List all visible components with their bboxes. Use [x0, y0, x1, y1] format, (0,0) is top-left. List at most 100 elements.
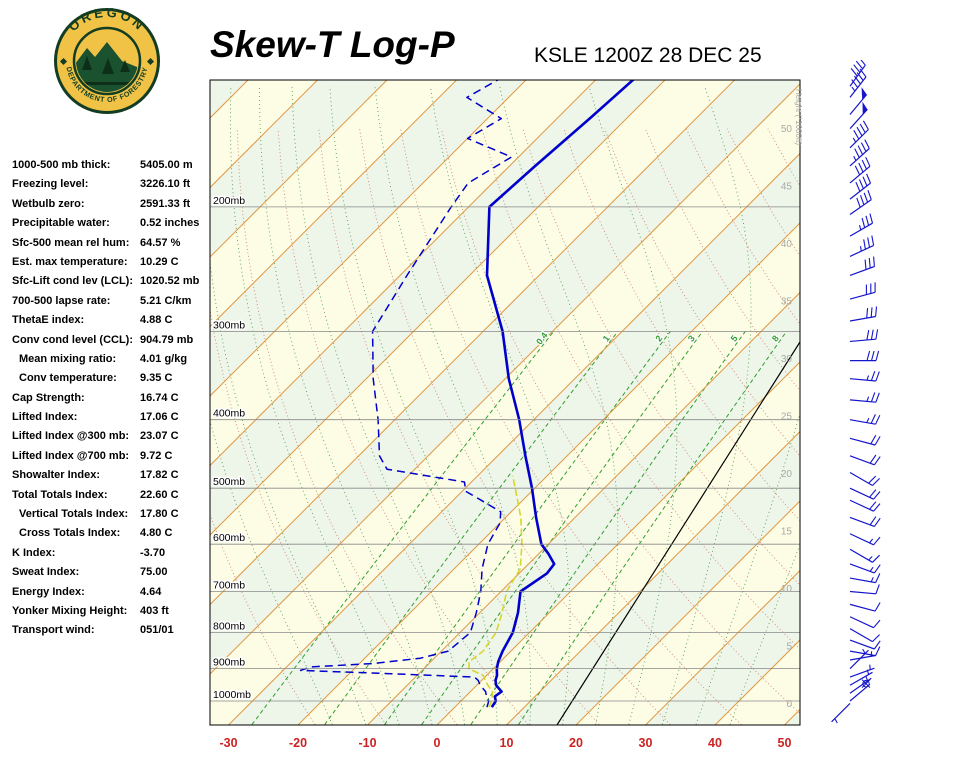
svg-text:35: 35 [781, 297, 793, 308]
svg-text:-20: -20 [289, 736, 307, 750]
stat-value: 2591.33 ft [140, 197, 191, 210]
svg-text:800mb: 800mb [213, 620, 245, 632]
stat-row: 1000-500 mb thick: 5405.00 m [12, 157, 212, 176]
stat-label: Lifted Index: [12, 411, 78, 424]
stat-row: Precipitable water: 0.52 inches [12, 215, 212, 234]
stat-row: Freezing level: 3226.10 ft [12, 176, 212, 195]
svg-text:700mb: 700mb [213, 580, 245, 592]
stat-label: Conv temperature: [19, 372, 117, 385]
stat-value: 17.80 C [140, 508, 179, 521]
svg-text:500mb: 500mb [213, 476, 245, 488]
stat-value: 4.88 C [140, 314, 173, 327]
plot-area [210, 80, 800, 725]
height-axis-title: Height (*1000ft) [794, 89, 803, 145]
stat-value: -3.70 [140, 546, 166, 559]
stat-value: 5405.00 m [140, 159, 193, 171]
odf-logo: OREGON DEPARTMENT OF FORESTRY [54, 6, 160, 114]
stat-label: Wetbulb zero: [12, 197, 85, 210]
stat-value: 403 ft [140, 604, 169, 617]
mixing-ratio-lines [251, 331, 787, 725]
stat-label: Freezing level: [12, 178, 89, 191]
stat-label: Total Totals Index: [12, 488, 108, 501]
svg-text:20: 20 [569, 736, 583, 750]
stat-row: Vertical Totals Index: 17.80 C [12, 506, 212, 525]
stat-value: 4.64 [140, 585, 162, 598]
stat-label: Sweat Index: [12, 566, 80, 579]
stat-label: 700-500 lapse rate: [12, 294, 111, 307]
stat-label: Sfc-Lift cond lev (LCL): [12, 275, 133, 288]
svg-text:5: 5 [786, 642, 792, 653]
wind-barbs [831, 60, 881, 724]
stat-row: K Index: -3.70 [12, 545, 212, 564]
temperature-trace [485, 80, 635, 708]
temperature-bands [210, 80, 800, 725]
stat-value: 10.29 C [140, 255, 179, 268]
stat-value: 051/01 [140, 624, 174, 637]
stat-value: 1020.52 mb [140, 275, 200, 288]
stat-label: Lifted Index @300 mb: [12, 430, 130, 443]
stat-value: 75.00 [140, 566, 168, 579]
svg-text:200mb: 200mb [213, 195, 245, 207]
stat-row: Lifted Index @700 mb: 9.72 C [12, 448, 212, 467]
svg-text:0: 0 [786, 699, 792, 710]
chart-frame [209, 79, 801, 726]
svg-text:10: 10 [500, 736, 514, 750]
svg-text:-10: -10 [358, 736, 376, 750]
stat-value: 904.79 mb [140, 333, 194, 346]
stat-row: Conv cond level (CCL): 904.79 mb [12, 332, 212, 351]
stat-label: Lifted Index @700 mb: [12, 449, 130, 462]
svg-text:20: 20 [781, 469, 793, 480]
stat-label: K Index: [12, 546, 56, 559]
svg-text:40: 40 [708, 736, 722, 750]
stat-row: Sfc-Lift cond lev (LCL): 1020.52 mb [12, 273, 212, 292]
temperature-axis-labels: -30 -20 -10 0 10 20 30 40 50 [219, 736, 791, 750]
svg-text:25: 25 [781, 412, 793, 423]
svg-text:0: 0 [434, 736, 441, 750]
svg-text:15: 15 [781, 527, 793, 538]
stat-label: Mean mixing ratio: [19, 352, 117, 365]
stat-row: Showalter Index: 17.82 C [12, 467, 212, 486]
svg-text:900mb: 900mb [213, 657, 245, 669]
stat-row: Sfc-500 mean rel hum: 64.57 % [12, 235, 212, 254]
stat-label: 1000-500 mb thick: [12, 159, 111, 171]
stat-value: 17.06 C [140, 411, 179, 424]
stat-label: Energy Index: [12, 585, 85, 598]
stat-value: 3226.10 ft [140, 178, 191, 191]
svg-text:10: 10 [781, 584, 793, 595]
station-datetime-label: KSLE 1200Z 28 DEC 25 [534, 44, 762, 67]
svg-text:300mb: 300mb [213, 319, 245, 331]
stat-value: 4.01 g/kg [140, 352, 188, 365]
stat-value: 4.80 C [140, 527, 173, 540]
stat-row: Yonker Mixing Height: 403 ft [12, 603, 212, 622]
stat-value: 17.82 C [140, 469, 179, 482]
stat-row: Conv temperature: 9.35 C [12, 370, 212, 389]
stat-row: Cap Strength: 16.74 C [12, 390, 212, 409]
stat-value: 22.60 C [140, 488, 179, 501]
svg-text:45: 45 [781, 182, 793, 193]
stat-label: Transport wind: [12, 624, 95, 637]
stat-row: ThetaE index: 4.88 C [12, 312, 212, 331]
skewt-chart: 200mb 300mb 400mb 500mb 600mb 700mb 800mb 900mb… [209, 79, 803, 750]
wetbulb-trace [468, 475, 523, 708]
stat-row: Total Totals Index: 22.60 C [12, 487, 212, 506]
stat-row: Est. max temperature: 10.29 C [12, 254, 212, 273]
stat-row: Sweat Index: 75.00 [12, 564, 212, 583]
stat-value: 0.52 inches [140, 217, 200, 230]
stat-row: Wetbulb zero: 2591.33 ft [12, 196, 212, 215]
stat-value: 16.74 C [140, 391, 179, 404]
reference-line [556, 341, 800, 725]
page-title: Skew-T Log-P [210, 24, 455, 65]
stat-label: Cap Strength: [12, 391, 85, 404]
stat-row: Lifted Index @300 mb: 23.07 C [12, 428, 212, 447]
svg-text:30: 30 [639, 736, 653, 750]
stat-label: ThetaE index: [12, 314, 85, 327]
isobars [210, 206, 800, 702]
logo-emblem-mountains [76, 42, 138, 92]
svg-text:50: 50 [781, 124, 793, 135]
stat-label: Est. max temperature: [12, 255, 128, 268]
svg-text:1000mb: 1000mb [213, 689, 251, 701]
svg-text:600mb: 600mb [213, 532, 245, 544]
stat-value: 64.57 % [140, 236, 181, 249]
